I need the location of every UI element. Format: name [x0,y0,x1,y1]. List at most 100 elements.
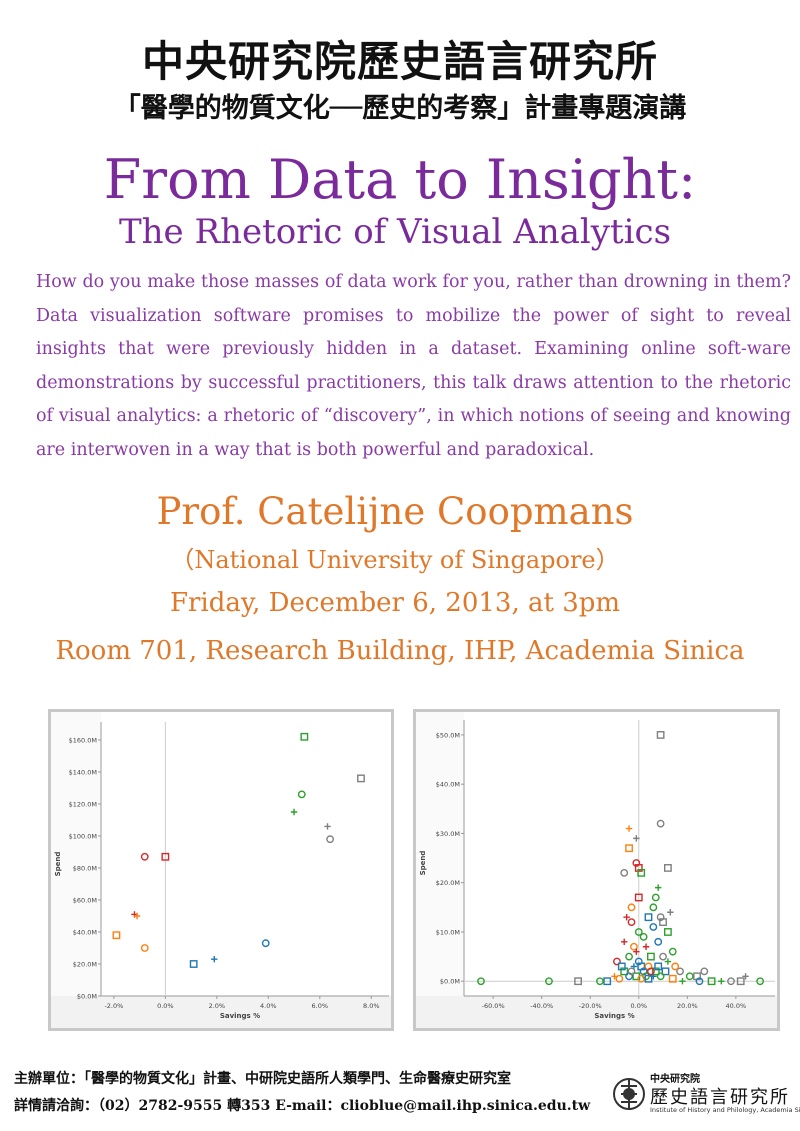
scatter-point [633,835,640,842]
y-tick-label: $60.0M [73,897,97,905]
scatter-point [654,884,662,891]
y-axis-title: Spend [419,851,427,876]
scatter-point [615,974,624,983]
x-tick-label: -20.0% [579,1002,602,1010]
scatter-point [700,967,709,976]
scatter-point [545,977,553,986]
scatter-point [639,932,648,941]
scatter-chart-left: $0.0M $20.0M $40.0M $60.0M $80.0M $100.0M $120… [48,709,394,1031]
scatter-point [140,852,149,861]
scatter-point [211,956,218,963]
y-tick-label: $160.0M [69,737,97,745]
y-tick-label: $30.0M [436,830,460,838]
scatter-point [189,960,198,968]
scatter-point [625,844,633,853]
scatter-point [642,943,650,950]
scatter-point [649,903,658,912]
y-tick-label: $140.0M [69,769,97,777]
scatter-point [620,868,629,877]
scatter-point [261,939,270,948]
scatter-point [727,977,735,986]
scatter-point [649,923,658,931]
y-axis-band [416,712,464,996]
scatter-point [679,978,686,985]
x-axis-band [51,996,391,1028]
scatter-point [659,952,667,961]
scatter-point [668,974,677,983]
y-axis-title: Spend [54,852,62,877]
talk-title: From Data to Insight: [103,148,697,211]
scatter-point [140,944,149,952]
scatter-point [161,852,170,861]
talk-date: Friday, December 6, 2013, at 3pm [169,588,621,618]
y-tick-label: $40.0M [436,781,460,789]
institute-title: 中央研究院歷史語言研究所 [141,37,658,86]
x-axis-title: Savings % [594,1012,634,1020]
scatter-chart-right-svg: $0.0M $10.0M $20.0M $30.0M $40.0M $50.0M -60.0… [416,712,777,1028]
scatter-point [477,977,485,986]
x-tick-label: 6.0% [312,1002,329,1010]
contact-line: 詳情請洽詢：（02）2782-9555 轉353 E-mail：clioblue… [14,1098,591,1114]
scatter-point [664,864,672,872]
y-tick-label: $20.0M [73,961,97,969]
x-tick-label: 2.0% [209,1002,226,1010]
talk-abstract: How do you make those masses of data wor… [36,272,791,460]
scatter-point [707,977,716,986]
scatter-point [651,893,660,902]
scatter-point [651,967,660,976]
scatter-point [326,835,334,844]
scatter-point [133,912,141,920]
x-tick-label: 4.0% [260,1002,277,1010]
scatter-point [644,974,653,983]
x-tick-label: -40.0% [530,1002,553,1010]
scatter-chart-left-svg: $0.0M $20.0M $40.0M $60.0M $80.0M $100.0M $120… [51,712,391,1028]
scatter-point [637,974,646,983]
scatter-point [625,952,633,961]
scatter-point [695,977,704,986]
scatter-point [630,942,638,951]
scatter-point [623,913,630,921]
x-tick-label: 40.0% [726,1002,747,1010]
ihp-logo: 中央研究院 歷史語言研究所 Institute of History and P… [612,1066,800,1121]
scatter-point [290,808,298,816]
scatter-point [324,823,331,830]
scatter-point [632,859,641,867]
scatter-point [667,909,674,916]
scatter-point [112,931,121,940]
scatter-point [718,978,725,985]
x-tick-label: 8.0% [363,1002,380,1010]
scatter-point [297,790,306,799]
scatter-point [656,972,665,981]
x-tick-label: -60.0% [482,1002,505,1010]
talk-subtitle: The Rhetoric of Visual Analytics [118,212,672,252]
logo-english-text: Institute of History and Philology, Acad… [650,1106,800,1114]
scatter-point [634,893,643,902]
scatter-point [685,972,694,981]
scatter-point [634,957,643,966]
ihp-emblem-icon [613,1078,645,1110]
y-tick-label: $80.0M [73,865,97,873]
x-tick-label: -2.0% [104,1002,123,1010]
scatter-point [617,962,626,971]
speaker-name: Prof. Catelijne Coopmans [156,490,634,533]
scatter-point [671,962,680,971]
scatter-point [647,967,655,976]
series-title: 「醫學的物質文化──歷史的考察」計畫專題演講 [113,93,687,124]
scatter-point [664,958,672,965]
x-tick-label: 0.0% [157,1002,174,1010]
y-tick-label: $10.0M [436,928,460,936]
scatter-point [654,937,663,946]
scatter-point [656,731,665,739]
y-tick-label: $100.0M [69,833,97,841]
scatter-point [620,967,629,976]
scatter-chart-right: $0.0M $10.0M $20.0M $30.0M $40.0M $50.0M -60.0… [413,709,780,1031]
scatter-point [574,977,582,986]
scatter-point [633,948,640,955]
x-tick-label: 0.0% [631,1002,648,1010]
scatter-point [736,977,745,986]
y-tick-label: $120.0M [69,801,97,809]
scatter-point [627,903,636,912]
scatter-point [637,868,646,877]
scatter-point [742,973,749,980]
scatter-point [603,977,612,986]
